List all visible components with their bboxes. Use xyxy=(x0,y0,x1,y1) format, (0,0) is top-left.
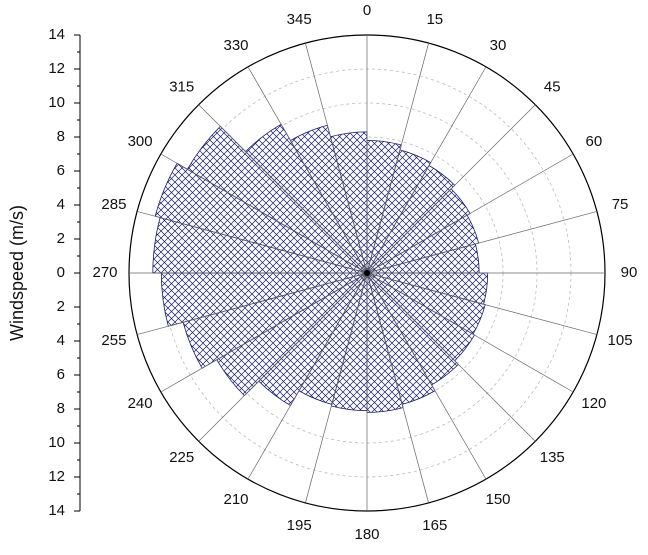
y-tick-label: 8 xyxy=(57,128,65,145)
radial-grid-line xyxy=(247,272,368,480)
radial-grid-line xyxy=(160,153,368,274)
y-tick-label: 10 xyxy=(48,434,65,451)
y-tick-label: 14 xyxy=(48,26,65,43)
angle-label: 30 xyxy=(490,37,507,54)
radial-grid-line xyxy=(137,211,368,274)
angle-label: 165 xyxy=(422,517,447,534)
angle-label: 45 xyxy=(544,79,561,96)
angle-label: 225 xyxy=(169,449,194,466)
angle-label: 285 xyxy=(101,196,126,213)
radial-grid-line xyxy=(305,272,368,503)
angle-label: 90 xyxy=(621,264,638,281)
angle-label: 330 xyxy=(223,37,248,54)
y-tick-label: 6 xyxy=(57,366,65,383)
radial-grid-line xyxy=(366,272,487,480)
angle-label: 15 xyxy=(426,11,443,28)
radial-grid-line xyxy=(366,272,574,393)
radial-grid-line xyxy=(160,272,368,393)
y-tick-label: 12 xyxy=(48,468,65,485)
radial-grid-line xyxy=(366,211,597,274)
angle-label: 255 xyxy=(101,332,126,349)
angle-label: 270 xyxy=(92,264,117,281)
angle-label: 60 xyxy=(586,133,603,150)
angle-label: 105 xyxy=(608,332,633,349)
angle-label: 195 xyxy=(287,517,312,534)
angle-label: 315 xyxy=(169,79,194,96)
y-tick-label: 8 xyxy=(57,400,65,417)
radial-grid-line xyxy=(366,272,597,335)
angle-label: 300 xyxy=(128,133,153,150)
y-tick-label: 0 xyxy=(57,264,65,281)
radial-grid-line xyxy=(247,66,368,274)
angle-label: 135 xyxy=(540,449,565,466)
angle-label: 240 xyxy=(128,395,153,412)
angle-label: 210 xyxy=(223,491,248,508)
y-tick-label: 2 xyxy=(57,230,65,247)
y-tick-label: 4 xyxy=(57,332,65,349)
y-tick-label: 6 xyxy=(57,162,65,179)
angle-label: 150 xyxy=(485,491,510,508)
radial-grid-line xyxy=(366,66,487,274)
radial-grid-line xyxy=(366,153,574,274)
angle-label: 120 xyxy=(581,395,606,412)
radial-grid-line xyxy=(137,272,368,335)
y-tick-label: 12 xyxy=(48,60,65,77)
radial-grid-line xyxy=(366,272,429,503)
angle-label: 180 xyxy=(354,526,379,543)
radial-grid-line xyxy=(366,43,429,274)
y-tick-label: 4 xyxy=(57,196,65,213)
y-tick-label: 10 xyxy=(48,94,65,111)
angle-label: 345 xyxy=(287,11,312,28)
radial-grid-line xyxy=(366,104,536,274)
radial-grid-line xyxy=(305,43,368,274)
radial-grid-line xyxy=(366,272,536,442)
radial-grid-line xyxy=(198,104,368,274)
angle-label: 75 xyxy=(612,196,629,213)
y-axis-label: Windspeed (m/s) xyxy=(7,205,27,341)
radial-grid-line xyxy=(198,272,368,442)
y-tick-label: 2 xyxy=(57,298,65,315)
center-dot xyxy=(364,270,370,276)
angle-label: 0 xyxy=(363,2,371,19)
y-tick-label: 14 xyxy=(48,502,65,519)
